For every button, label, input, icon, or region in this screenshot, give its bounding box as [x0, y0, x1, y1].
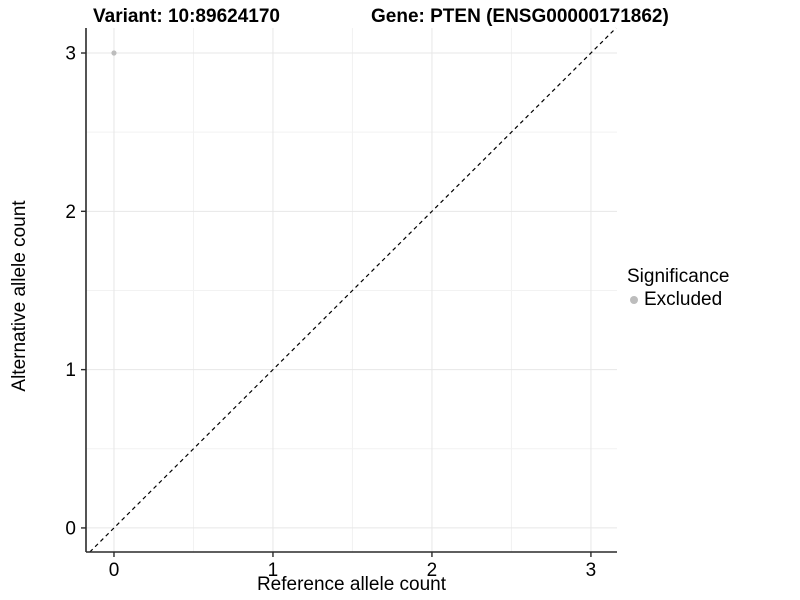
legend: Significance Excluded — [627, 266, 729, 311]
identity-line — [89, 27, 617, 553]
y-axis-label: Alternative allele count — [9, 200, 30, 392]
data-point — [111, 50, 117, 56]
y-tick-label: 2 — [65, 202, 76, 223]
legend-title: Significance — [627, 266, 730, 287]
x-tick-label: 1 — [268, 560, 279, 581]
y-tick-label: 3 — [65, 44, 76, 65]
legend-point-icon — [630, 296, 638, 304]
x-axis-label: Reference allele count — [256, 574, 447, 595]
plot-title-variant: Variant: 10:89624170 — [93, 6, 280, 27]
x-tick-label: 2 — [427, 560, 438, 581]
legend-entry: Excluded — [627, 289, 729, 311]
x-tick-label: 3 — [586, 560, 597, 581]
y-tick-label: 1 — [65, 360, 76, 381]
x-tick-label: 0 — [109, 560, 120, 581]
legend-entry-label: Excluded — [644, 289, 723, 310]
y-tick-label: 0 — [65, 518, 76, 539]
plot-title-gene: Gene: PTEN (ENSG00000171862) — [371, 6, 669, 27]
